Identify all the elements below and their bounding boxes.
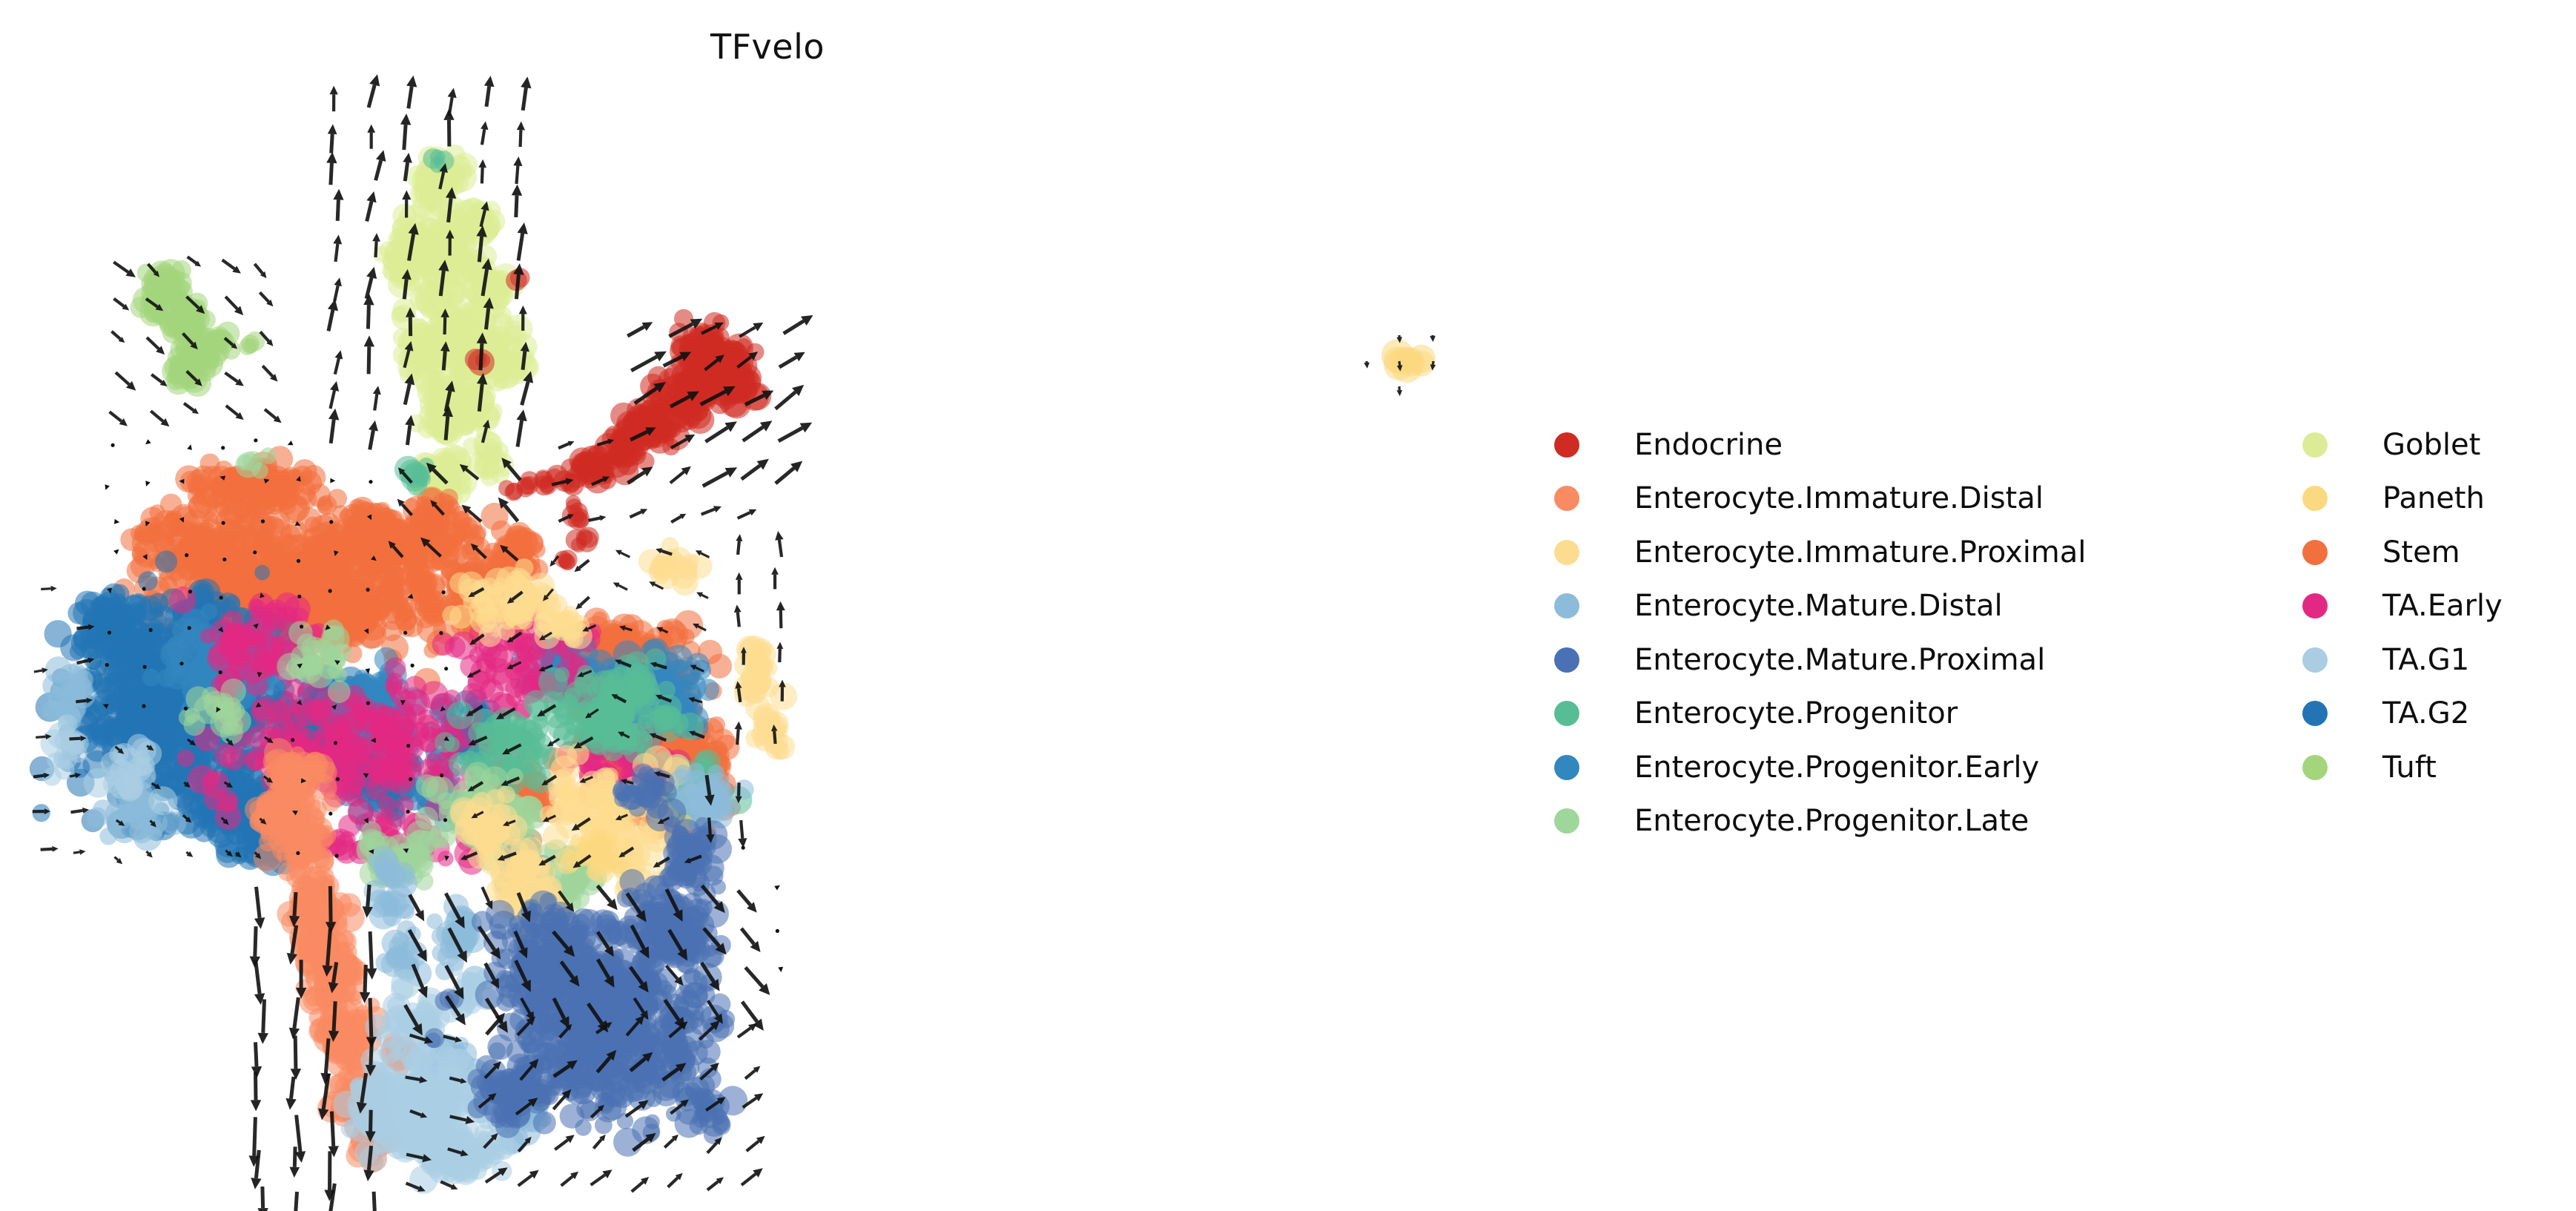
legend-item-enterocyte-progenitor: Enterocyte.Progenitor: [1554, 687, 1958, 740]
legend-label: Stem: [2382, 535, 2460, 570]
legend-marker-icon: [1554, 486, 1579, 511]
legend-item-enterocyte-progenitor-late: Enterocyte.Progenitor.Late: [1554, 794, 2029, 848]
legend-item-endocrine: Endocrine: [1554, 418, 1783, 472]
legend-item-ta-early: TA.Early: [2302, 579, 2503, 633]
legend-marker-icon: [2302, 755, 2328, 780]
legend-marker-icon: [1554, 755, 1579, 780]
legend-marker-icon: [1554, 701, 1579, 726]
legend-item-paneth: Paneth: [2302, 472, 2485, 525]
legend-label: Enterocyte.Progenitor.Early: [1634, 750, 2040, 785]
legend-item-enterocyte-immature-distal: Enterocyte.Immature.Distal: [1554, 472, 2044, 525]
scatter-points-layer: [29, 144, 1436, 1194]
legend-label: Enterocyte.Immature.Distal: [1634, 481, 2044, 515]
legend-item-enterocyte-mature-proximal: Enterocyte.Mature.Proximal: [1554, 633, 2045, 687]
legend-label: Goblet: [2382, 428, 2481, 462]
legend-marker-icon: [1554, 808, 1579, 834]
legend-item-enterocyte-immature-proximal: Enterocyte.Immature.Proximal: [1554, 526, 2086, 579]
chart-title: TFvelo: [710, 27, 825, 67]
velocity-arrows-layer: [32, 74, 1436, 1211]
legend-item-ta-g1: TA.G1: [2302, 633, 2469, 687]
legend-marker-icon: [2302, 701, 2328, 726]
legend-label: Enterocyte.Immature.Proximal: [1634, 535, 2087, 570]
legend-label: TA.G2: [2382, 696, 2470, 730]
legend-item-stem: Stem: [2302, 526, 2460, 579]
legend-marker-icon: [2302, 486, 2328, 511]
legend-item-enterocyte-mature-distal: Enterocyte.Mature.Distal: [1554, 579, 2003, 633]
legend-label: TA.Early: [2382, 589, 2503, 623]
legend-marker-icon: [2302, 540, 2328, 565]
legend-marker-icon: [2302, 432, 2328, 458]
legend-item-tuft: Tuft: [2302, 741, 2437, 794]
legend-label: Enterocyte.Mature.Proximal: [1634, 643, 2046, 677]
legend-label: Paneth: [2382, 481, 2485, 515]
legend-label: Endocrine: [1634, 428, 1783, 462]
legend-marker-icon: [1554, 593, 1579, 618]
legend-marker-icon: [2302, 593, 2328, 618]
legend-marker-icon: [2302, 647, 2328, 673]
legend-marker-icon: [1554, 540, 1579, 565]
legend-label: Enterocyte.Mature.Distal: [1634, 589, 2003, 623]
legend-label: TA.G1: [2382, 643, 2470, 677]
legend-item-enterocyte-progenitor-early: Enterocyte.Progenitor.Early: [1554, 741, 2039, 794]
legend-item-goblet: Goblet: [2302, 418, 2480, 472]
legend-label: Enterocyte.Progenitor: [1634, 696, 1958, 730]
legend-label: Tuft: [2382, 750, 2437, 785]
legend-item-ta-g2: TA.G2: [2302, 687, 2469, 740]
legend-marker-icon: [1554, 647, 1579, 673]
legend-label: Enterocyte.Progenitor.Late: [1634, 804, 2030, 838]
legend-marker-icon: [1554, 432, 1579, 458]
